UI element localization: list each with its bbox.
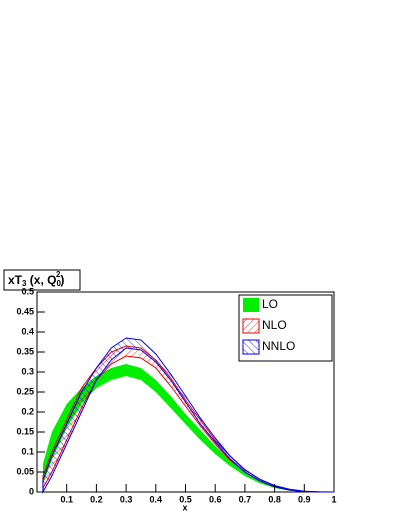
y-tick-label: 0.4 [21, 326, 34, 336]
legend-swatch [242, 318, 260, 334]
title-end: ) [60, 273, 64, 287]
y-tick-label: 0.2 [21, 406, 34, 416]
title-main: xT [8, 273, 23, 287]
x-tick-label: 0.6 [209, 494, 222, 504]
title-box [3, 269, 81, 291]
y-tick-label: 0.15 [16, 426, 34, 436]
y-tick-label: 0.05 [16, 466, 34, 476]
legend-label: NNLO [262, 339, 295, 353]
x-tick-label: 0.4 [150, 494, 163, 504]
legend-label: NLO [262, 318, 287, 332]
x-tick-label: 0.2 [90, 494, 103, 504]
title-sup: 2 [56, 270, 61, 279]
x-tick-label: 0.3 [120, 494, 133, 504]
y-tick-label: 0.35 [16, 346, 34, 356]
y-tick-label: 0.1 [21, 446, 34, 456]
y-tick-label: 0 [29, 486, 34, 496]
x-tick-label: 0.5 [179, 494, 192, 504]
x-tick-label: 0.7 [239, 494, 252, 504]
title-mid: (x, Q [26, 273, 56, 287]
x-tick-label: 1 [331, 494, 336, 504]
x-tick-label: 0.8 [268, 494, 281, 504]
legend-swatch [242, 339, 260, 355]
y-tick-label: 0.5 [21, 286, 34, 296]
title-sub2: 0 [56, 279, 61, 288]
x-axis-label: x [182, 502, 187, 512]
y-tick-label: 0.45 [16, 306, 34, 316]
chart-title: xT3 (x, Q02) [8, 270, 64, 288]
band [42, 337, 335, 494]
x-tick-label: 0.9 [298, 494, 311, 504]
title-sub: 3 [22, 279, 27, 288]
legend-label: LO [262, 297, 278, 311]
y-tick-label: 0.25 [16, 386, 34, 396]
x-tick-label: 0.1 [60, 494, 73, 504]
legend-swatch [243, 298, 259, 312]
y-tick-label: 0.3 [21, 366, 34, 376]
